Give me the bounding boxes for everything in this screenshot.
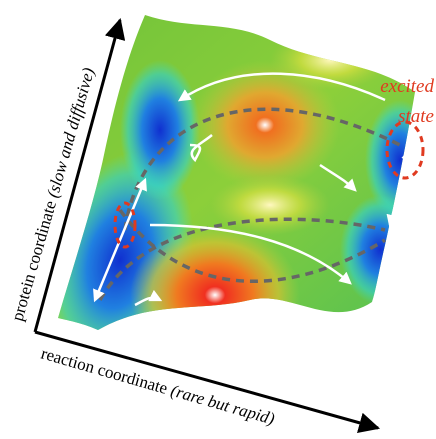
excited-label: excited: [380, 76, 434, 97]
reaction-axis: [35, 332, 378, 428]
surface: [24, 0, 436, 384]
protein-axis-text: protein coordinate: [8, 199, 60, 324]
reaction-axis-note: (rare but rapid): [169, 381, 277, 429]
energy-landscape: protein coordinate (slow and diffusive) …: [0, 0, 436, 439]
state-label: state: [398, 106, 434, 127]
page: {"labels": { "excited_state": ["excited"…: [0, 0, 436, 439]
reaction-axis-label: reaction coordinate (rare but rapid): [39, 344, 277, 429]
